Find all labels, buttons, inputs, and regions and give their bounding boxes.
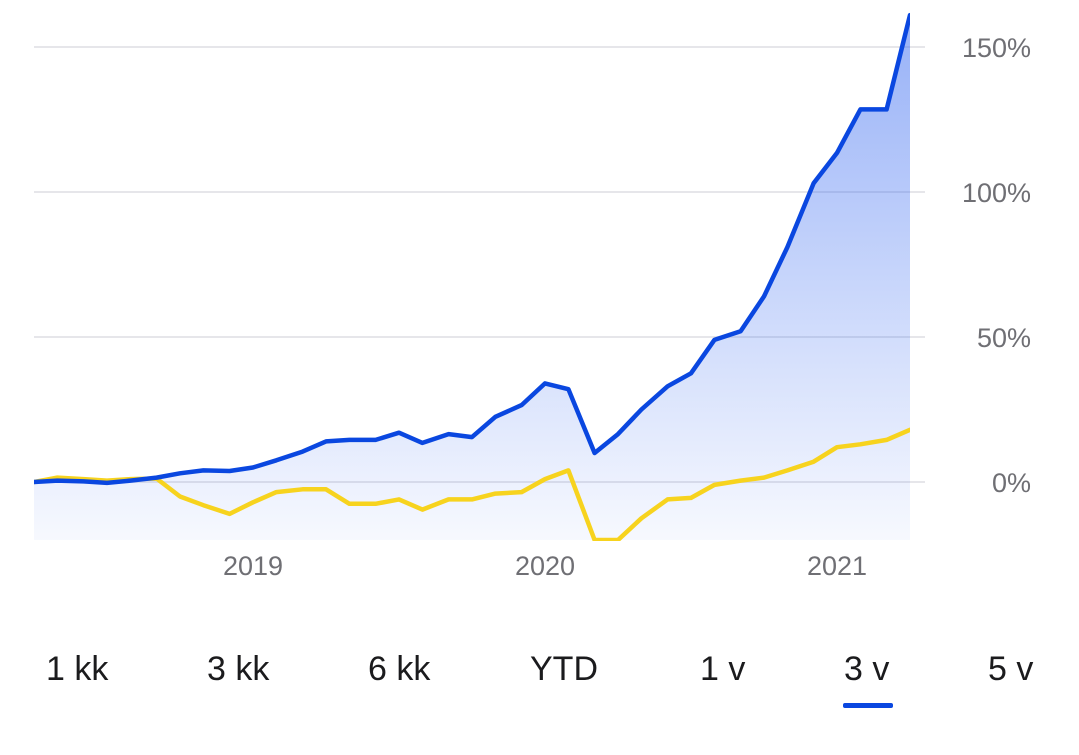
series-lines [34, 12, 910, 541]
y-tick-label: 150% [962, 33, 1031, 63]
x-tick-label: 2021 [807, 551, 867, 581]
range-button-1kk[interactable]: 1 kk [46, 650, 109, 688]
primary-series-line [34, 12, 910, 486]
y-tick-label: 0% [992, 468, 1031, 498]
y-tick-label: 100% [962, 178, 1031, 208]
range-button-1v[interactable]: 1 v [700, 650, 746, 688]
area-fill [34, 15, 910, 541]
y-axis-ticks: 150% 100% 50% 0% [962, 33, 1031, 498]
benchmark-series-line [34, 427, 910, 541]
x-axis-ticks: 2019 2020 2021 [223, 551, 867, 581]
range-button-3kk[interactable]: 3 kk [207, 650, 270, 688]
range-selector: 1 kk 3 kk 6 kk YTD 1 v 3 v 5 v [0, 640, 1079, 720]
selected-range-underline [843, 703, 893, 708]
x-tick-label: 2019 [223, 551, 283, 581]
y-tick-label: 50% [977, 323, 1031, 353]
range-button-3v[interactable]: 3 v [844, 650, 890, 688]
x-tick-label: 2020 [515, 551, 575, 581]
series-area [34, 15, 910, 541]
range-button-ytd[interactable]: YTD [530, 650, 598, 688]
performance-chart: 150% 100% 50% 0% 2019 2020 2021 [34, 12, 1031, 581]
range-button-5v[interactable]: 5 v [988, 650, 1034, 688]
range-button-6kk[interactable]: 6 kk [368, 650, 431, 688]
